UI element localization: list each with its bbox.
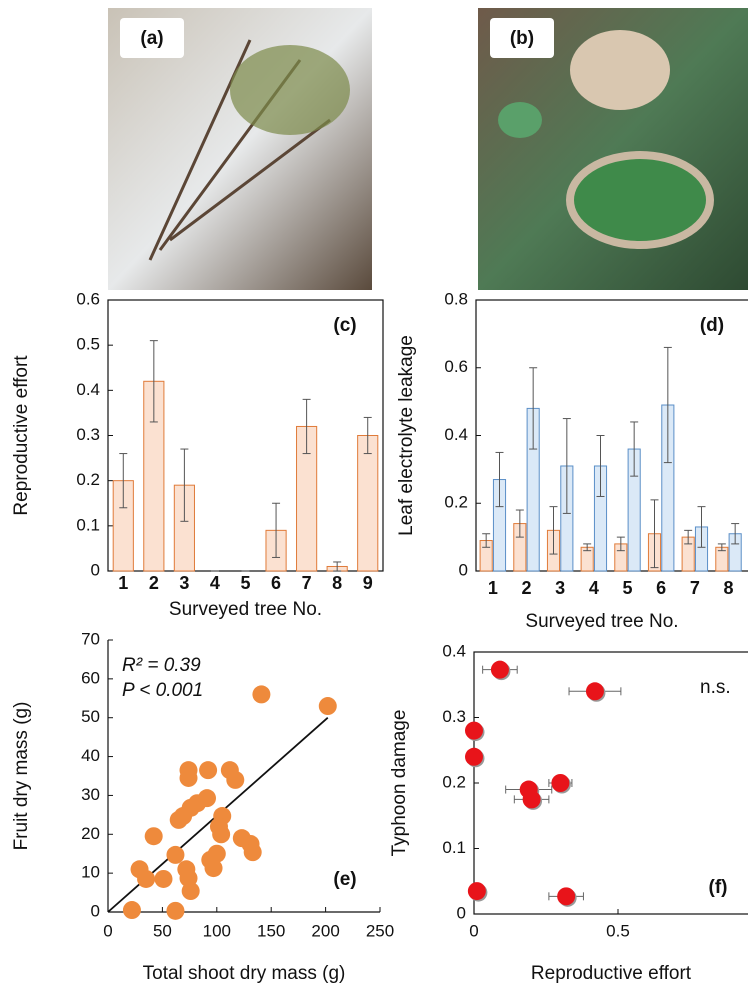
x-tick-label: 3 xyxy=(179,573,189,593)
y-tick-label: 0.4 xyxy=(76,380,100,399)
x-tick-label: 0 xyxy=(469,921,478,940)
x-tick-label: 250 xyxy=(366,921,394,940)
y-tick-label: 0 xyxy=(459,560,468,579)
y-tick-label: 70 xyxy=(81,629,100,648)
x-axis-label: Reproductive effort xyxy=(531,963,692,984)
y-tick-label: 0.2 xyxy=(442,772,466,791)
point xyxy=(166,846,184,864)
point xyxy=(210,818,228,836)
x-tick-label: 2 xyxy=(521,578,531,598)
y-tick-label: 40 xyxy=(81,746,100,765)
point xyxy=(180,761,198,779)
x-tick-label: 7 xyxy=(690,578,700,598)
x-tick-label: 8 xyxy=(723,578,733,598)
y-tick-label: 50 xyxy=(81,707,100,726)
point xyxy=(557,887,575,905)
photo-b: (b) xyxy=(478,8,748,290)
y-tick-label: 60 xyxy=(81,668,100,687)
point xyxy=(166,902,184,920)
x-tick-label: 150 xyxy=(257,921,285,940)
x-tick-label: 6 xyxy=(271,573,281,593)
point xyxy=(465,722,483,740)
point xyxy=(154,870,172,888)
x-axis-label: Surveyed tree No. xyxy=(525,611,678,632)
y-tick-label: 0.1 xyxy=(76,515,100,534)
point xyxy=(491,661,509,679)
point xyxy=(123,901,141,919)
point xyxy=(551,774,569,792)
photo-a: (a) xyxy=(108,8,372,290)
y-tick-label: 0.6 xyxy=(444,357,468,376)
x-tick-label: 1 xyxy=(118,573,128,593)
point xyxy=(199,761,217,779)
x-tick-label: 3 xyxy=(555,578,565,598)
point xyxy=(137,870,155,888)
x-tick-label: 9 xyxy=(363,573,373,593)
annotation: P < 0.001 xyxy=(122,680,203,701)
x-tick-label: 50 xyxy=(153,921,172,940)
y-tick-label: 0 xyxy=(91,901,100,920)
y-axis-label: Reproductive effort xyxy=(11,355,32,516)
point xyxy=(182,882,200,900)
x-tick-label: 4 xyxy=(210,573,220,593)
x-tick-label: 5 xyxy=(240,573,250,593)
x-axis-label: Total shoot dry mass (g) xyxy=(143,963,346,984)
panel-label: (c) xyxy=(333,315,356,336)
y-tick-label: 0 xyxy=(91,560,100,579)
point xyxy=(244,843,262,861)
point xyxy=(208,845,226,863)
point xyxy=(523,790,541,808)
y-tick-label: 0.2 xyxy=(76,470,100,489)
point xyxy=(145,827,163,845)
point xyxy=(252,685,270,703)
figure: (a) (b) 0 0.1 0.2 0.3 0.4 0.5 0.6 Reproductive … xyxy=(0,0,748,994)
photo-label: (a) xyxy=(140,28,163,49)
annotation: n.s. xyxy=(700,677,731,698)
y-tick-label: 0.4 xyxy=(444,425,468,444)
x-tick-label: 7 xyxy=(302,573,312,593)
y-tick-label: 0.3 xyxy=(76,425,100,444)
y-tick-label: 30 xyxy=(81,785,100,804)
y-tick-label: 0 xyxy=(457,903,466,922)
x-tick-label: 200 xyxy=(311,921,339,940)
point xyxy=(226,771,244,789)
y-axis-label: Typhoon damage xyxy=(389,710,410,857)
x-tick-label: 4 xyxy=(589,578,599,598)
y-tick-label: 0.8 xyxy=(444,289,468,308)
x-tick-label: 100 xyxy=(203,921,231,940)
y-tick-label: 0.1 xyxy=(442,838,466,857)
x-tick-label: 5 xyxy=(622,578,632,598)
panel-label: (d) xyxy=(700,315,724,336)
y-tick-label: 0.5 xyxy=(76,335,100,354)
y-tick-label: 20 xyxy=(81,824,100,843)
point xyxy=(198,789,216,807)
x-tick-label: 0.5 xyxy=(606,921,630,940)
x-tick-label: 8 xyxy=(332,573,342,593)
y-tick-label: 0.3 xyxy=(442,707,466,726)
y-tick-label: 10 xyxy=(81,863,100,882)
y-axis-label: Leaf electrolyte leakage xyxy=(396,335,417,536)
point xyxy=(465,748,483,766)
point xyxy=(319,697,337,715)
x-axis-label: Surveyed tree No. xyxy=(169,599,322,620)
y-tick-label: 0.6 xyxy=(76,289,100,308)
panel-label: (e) xyxy=(333,869,356,890)
x-tick-label: 1 xyxy=(488,578,498,598)
y-tick-label: 0.4 xyxy=(442,641,466,660)
photo-label: (b) xyxy=(510,28,534,49)
bar xyxy=(358,436,378,572)
y-tick-label: 0.2 xyxy=(444,493,468,512)
point xyxy=(586,682,604,700)
panel-label: (f) xyxy=(709,877,728,898)
annotation: R² = 0.39 xyxy=(122,655,201,676)
x-tick-label: 6 xyxy=(656,578,666,598)
x-tick-label: 0 xyxy=(103,921,112,940)
x-tick-label: 2 xyxy=(149,573,159,593)
point xyxy=(468,882,486,900)
y-axis-label: Fruit dry mass (g) xyxy=(11,702,32,851)
